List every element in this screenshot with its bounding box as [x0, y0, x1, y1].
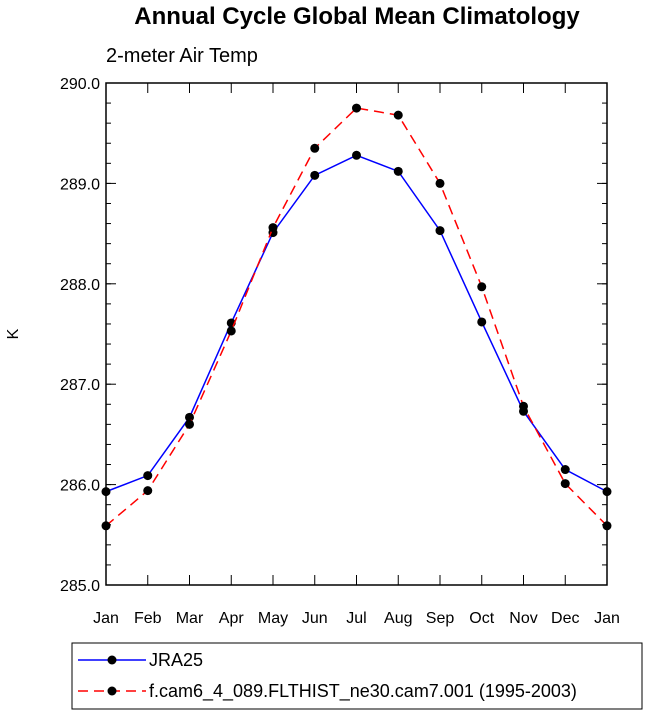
x-tick-label: Jan: [93, 610, 119, 627]
data-point: [477, 317, 487, 327]
data-point: [310, 170, 320, 180]
x-tick-label: Feb: [134, 610, 162, 627]
x-tick-label: Jul: [346, 610, 366, 627]
axis-ticks: 285.0 286.0 287.0 288.0 289.0 290.0 Jan Feb Mar A…: [60, 76, 620, 627]
data-point: [393, 166, 403, 176]
data-point: [435, 178, 445, 188]
y-tick-label: 285.0: [60, 578, 100, 595]
data-point: [560, 479, 570, 489]
data-point: [477, 282, 487, 292]
data-point: [310, 143, 320, 153]
y-tick-label: 286.0: [60, 478, 100, 495]
y-axis-label: K: [5, 328, 22, 339]
chart-subtitle: 2-meter Air Temp: [106, 45, 258, 67]
data-point: [519, 401, 528, 411]
series-layer: [101, 103, 612, 531]
series-line: [105, 154, 608, 493]
series-2: [101, 103, 612, 531]
data-point: [268, 223, 278, 233]
data-point: [226, 326, 236, 336]
data-point: [435, 226, 445, 236]
legend-label: f.cam6_4_089.FLTHIST_ne30.cam7.001 (1995…: [149, 681, 577, 702]
y-tick-label: 288.0: [60, 277, 100, 294]
x-tick-label: Jan: [594, 610, 620, 627]
x-tick-label: Mar: [176, 610, 204, 627]
data-point: [185, 412, 194, 422]
x-tick-label: Dec: [551, 610, 579, 627]
data-point: [143, 471, 153, 481]
data-point: [352, 103, 361, 113]
x-tick-label: Nov: [509, 610, 537, 627]
y-tick-label: 290.0: [60, 76, 100, 93]
legend-label: JRA25: [149, 650, 203, 670]
data-point: [185, 419, 194, 429]
series-1: [101, 150, 612, 497]
legend-box: [71, 642, 643, 710]
data-point: [393, 110, 403, 120]
x-tick-label: Oct: [469, 610, 494, 627]
x-tick-label: May: [258, 610, 288, 627]
legend-entry-1: JRA25: [78, 650, 203, 670]
y-tick-label: 289.0: [60, 176, 100, 193]
x-tick-label: Jun: [302, 610, 328, 627]
data-point: [352, 150, 361, 160]
legend-entry-2: f.cam6_4_089.FLTHIST_ne30.cam7.001 (1995…: [78, 681, 577, 702]
x-tick-label: Sep: [426, 610, 455, 627]
legend-marker: [107, 655, 117, 665]
data-point: [560, 465, 570, 475]
x-tick-label: Aug: [384, 610, 412, 627]
series-line: [105, 107, 608, 527]
legend: JRA25 f.cam6_4_089.FLTHIST_ne30.cam7.001 …: [71, 642, 643, 710]
chart-title: Annual Cycle Global Mean Climatology: [134, 3, 580, 30]
legend-marker: [107, 686, 117, 696]
plot-frame: [105, 82, 608, 586]
x-tick-label: Apr: [219, 610, 245, 627]
data-point: [143, 486, 153, 496]
y-tick-label: 287.0: [60, 377, 100, 394]
